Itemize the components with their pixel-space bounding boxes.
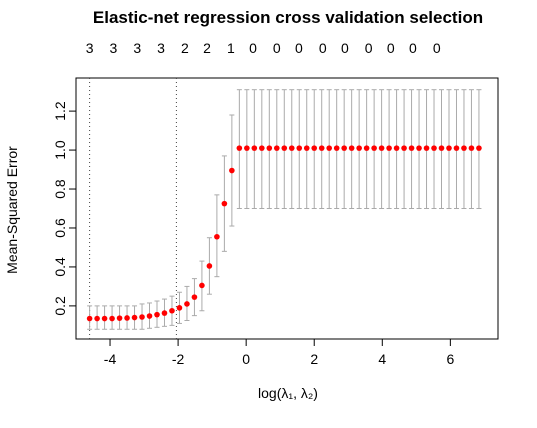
plot-frame	[75, 77, 499, 340]
mse-point	[438, 145, 445, 151]
mse-point	[273, 145, 280, 151]
top-label: 0	[273, 40, 281, 56]
mse-point	[131, 314, 138, 321]
mse-point	[326, 145, 333, 151]
mse-point	[303, 145, 310, 151]
mse-point	[431, 145, 437, 151]
top-label: 2	[203, 40, 211, 56]
top-label: 0	[319, 40, 327, 56]
mse-point	[281, 145, 288, 151]
x-tick-label: -4	[104, 351, 117, 367]
mse-point	[453, 145, 460, 151]
mse-point	[236, 145, 243, 151]
top-label: 1	[227, 40, 235, 56]
mse-point	[229, 167, 235, 174]
mse-point	[191, 294, 198, 300]
mse-point	[199, 282, 205, 289]
mse-point	[423, 145, 430, 151]
mse-point	[378, 145, 385, 151]
y-tick-label: 0.4	[52, 257, 68, 277]
mse-point	[154, 311, 160, 318]
mse-point	[266, 145, 273, 151]
selection-lines	[89, 78, 177, 339]
mse-point	[206, 263, 213, 269]
mse-point	[461, 145, 467, 151]
mse-point	[416, 145, 422, 151]
mse-point	[259, 145, 265, 151]
chart-title: Elastic-net regression cross validation …	[93, 8, 483, 27]
mse-point	[348, 145, 355, 151]
x-tick-label: 4	[378, 351, 386, 367]
x-tick-label: -2	[172, 351, 185, 367]
top-label: 2	[181, 40, 189, 56]
mse-point	[341, 145, 347, 151]
y-tick-label: 0.6	[52, 218, 68, 238]
mse-point	[333, 145, 340, 151]
y-tick-label: 0.2	[52, 296, 68, 316]
mse-point	[161, 310, 168, 316]
top-label: 0	[249, 40, 257, 56]
y-axis-label: Mean-Squared Error	[4, 146, 20, 274]
top-label: 3	[157, 40, 165, 56]
mse-point	[176, 305, 183, 311]
top-label: 0	[365, 40, 373, 56]
mse-point	[476, 145, 482, 151]
error-bars	[87, 89, 482, 330]
mse-point	[393, 145, 400, 151]
mse-point	[363, 145, 370, 151]
mse-point	[408, 145, 415, 151]
top-label: 0	[341, 40, 349, 56]
mse-point	[146, 313, 153, 319]
mse-point	[446, 145, 452, 151]
top-label: 0	[387, 40, 395, 56]
mse-point	[139, 314, 145, 320]
mse-point	[311, 145, 318, 151]
mse-point	[386, 145, 392, 151]
mse-point	[288, 145, 295, 151]
mse-point	[214, 233, 220, 240]
mse-point	[401, 145, 407, 151]
mse-point	[101, 315, 108, 322]
mse-point	[318, 145, 325, 151]
top-label: 3	[86, 40, 94, 56]
y-tick-label: 0.8	[52, 179, 68, 199]
y-tick-label: 1.2	[52, 101, 68, 121]
mse-point	[184, 301, 190, 307]
mse-point	[86, 315, 93, 322]
y-tick-label: 1.0	[52, 140, 68, 160]
x-tick-label: 2	[310, 351, 318, 367]
mse-point	[296, 145, 303, 151]
mse-point	[116, 315, 123, 321]
x-axis-label: log(λ₁, λ₂)	[258, 385, 318, 401]
x-tick-label: 6	[446, 351, 454, 367]
mse-point	[468, 145, 475, 151]
mse-points	[86, 145, 482, 322]
x-tick-label: 0	[242, 351, 250, 367]
top-label: 0	[433, 40, 441, 56]
top-label: 3	[110, 40, 118, 56]
mse-point	[221, 200, 228, 207]
mse-point	[109, 315, 115, 322]
top-label: 3	[133, 40, 141, 56]
mse-point	[169, 307, 175, 314]
x-axis: -4 -2 0 2 4 6	[104, 338, 454, 367]
top-label: 0	[295, 40, 303, 56]
mse-point	[94, 315, 100, 322]
top-label: 0	[409, 40, 417, 56]
mse-point	[124, 315, 130, 321]
mse-point	[251, 145, 258, 151]
mse-point	[356, 145, 362, 151]
mse-point	[371, 145, 377, 151]
y-axis: 0.2 0.4 0.6 0.8 1.0 1.2	[52, 101, 77, 316]
mse-point	[244, 145, 250, 151]
